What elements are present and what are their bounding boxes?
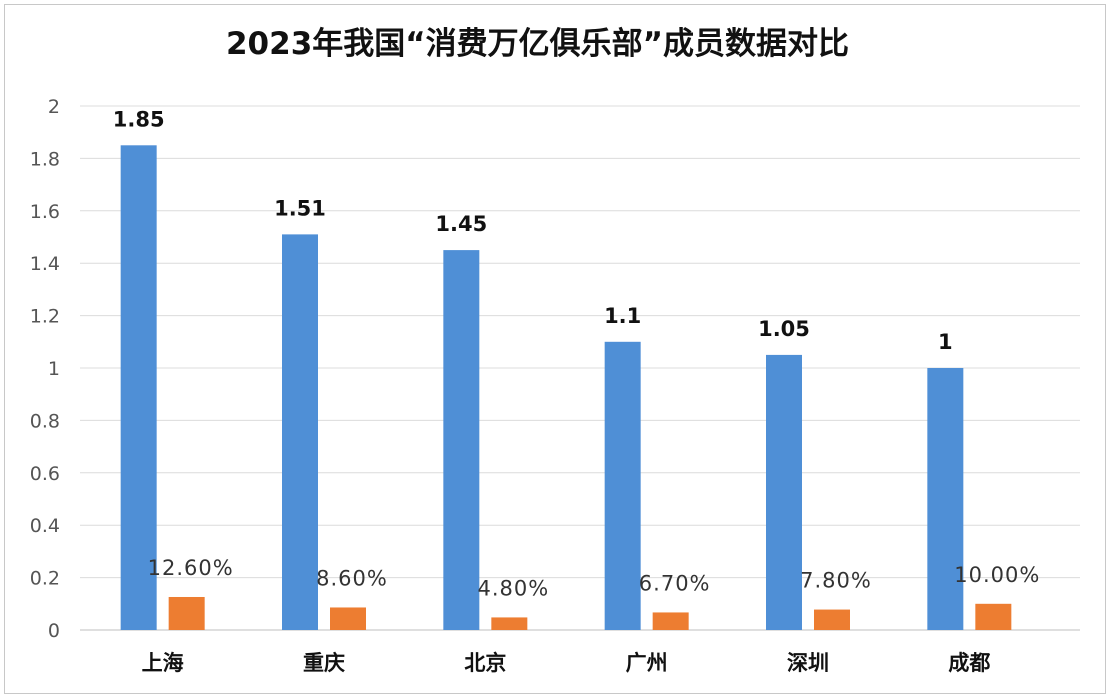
y-tick-label: 0.2: [30, 568, 60, 590]
chart-title: 2023年我国“消费万亿俱乐部”成员数据对比: [225, 26, 850, 62]
bar-series-1: [927, 368, 964, 630]
data-label-series-2: 6.70%: [639, 571, 711, 595]
data-label-series-2: 8.60%: [316, 566, 388, 590]
data-label-series-2: 10.00%: [954, 563, 1040, 587]
bar-series-2: [168, 596, 205, 630]
data-label-series-1: 1.1: [604, 304, 641, 328]
data-label-series-1: 1.45: [435, 212, 487, 236]
x-category-label: 上海: [142, 651, 184, 675]
bar-series-1: [282, 234, 318, 630]
bar-series-1: [443, 250, 480, 630]
data-label-series-1: 1: [938, 330, 953, 354]
bar-series-1: [120, 145, 157, 631]
bar-series-2: [491, 617, 528, 630]
bar-series-2: [652, 612, 689, 630]
chart-frame: [4, 4, 1106, 694]
x-category-label: 深圳: [787, 651, 829, 675]
x-category-label: 北京: [464, 651, 506, 675]
bar-series-2: [330, 607, 366, 630]
y-tick-label: 0.4: [30, 515, 60, 537]
x-category-label: 成都: [948, 651, 990, 675]
y-tick-label: 1.2: [30, 306, 60, 328]
y-tick-label: 1.8: [30, 148, 60, 170]
data-label-series-1: 1.85: [113, 107, 165, 131]
data-label-series-1: 1.51: [274, 196, 326, 220]
y-tick-label: 0: [48, 620, 60, 642]
y-tick-label: 0.6: [30, 463, 60, 485]
bar-series-1: [766, 354, 802, 630]
x-category-label: 广州: [626, 651, 668, 675]
y-tick-label: 1.4: [30, 253, 60, 275]
data-label-series-2: 7.80%: [800, 569, 872, 593]
bar-series-2: [814, 609, 850, 630]
y-tick-label: 1: [48, 358, 60, 380]
y-tick-label: 0.8: [30, 410, 60, 432]
bar-series-2: [975, 603, 1012, 630]
data-label-series-1: 1.05: [758, 317, 810, 341]
data-label-series-2: 4.80%: [477, 576, 549, 600]
x-category-label: 重庆: [303, 651, 345, 675]
data-label-series-2: 12.60%: [148, 556, 234, 580]
y-tick-label: 2: [48, 96, 60, 118]
y-tick-label: 1.6: [30, 201, 60, 223]
bar-series-1: [604, 341, 641, 630]
